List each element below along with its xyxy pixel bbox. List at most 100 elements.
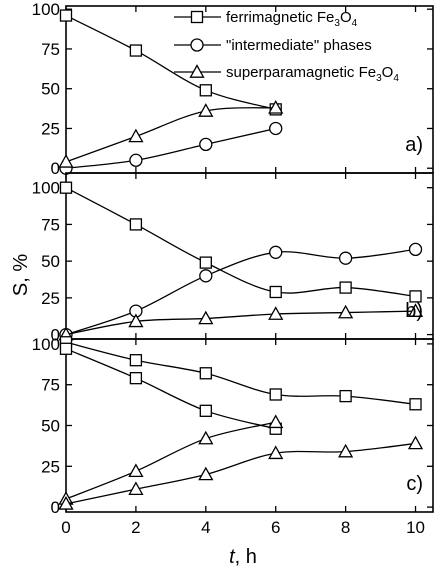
data-point xyxy=(128,481,144,496)
series-circle-1 xyxy=(59,121,283,175)
data-point xyxy=(409,290,422,303)
y-tick-label: 100 xyxy=(32,179,60,198)
plot-frame xyxy=(65,172,434,340)
x-tick-label: 10 xyxy=(406,518,425,537)
legend-label: superparamagnetic Fe3O4 xyxy=(226,64,399,84)
plot-frame xyxy=(65,338,434,513)
series-line xyxy=(65,248,416,336)
data-point xyxy=(409,398,422,411)
data-point xyxy=(407,435,424,450)
series-line xyxy=(65,421,276,500)
panel-label: b) xyxy=(405,300,423,322)
y-tick-label: 0 xyxy=(51,326,60,345)
data-point xyxy=(269,121,283,136)
series-triangle-3 xyxy=(58,435,424,510)
data-point xyxy=(269,388,282,401)
data-point xyxy=(129,354,143,367)
panel-b: 0 25 50 75 100 b) xyxy=(32,172,434,345)
legend-marker xyxy=(189,64,205,78)
data-point xyxy=(129,372,143,385)
data-point xyxy=(59,181,73,194)
data-point xyxy=(268,306,284,320)
panel-c: 0 25 50 75 100 0 2 4 6 8 10 c) xyxy=(32,335,434,537)
x-tick-label: 6 xyxy=(271,518,280,537)
plot-frame xyxy=(65,5,434,174)
data-point xyxy=(407,303,424,317)
x-axis-label: t, h xyxy=(229,546,257,568)
data-point xyxy=(408,242,423,257)
data-point xyxy=(338,251,353,265)
series-circle-1 xyxy=(59,242,423,342)
series-line xyxy=(65,187,416,298)
y-tick-label: 100 xyxy=(32,335,60,354)
y-tick-label: 50 xyxy=(41,252,60,271)
y-tick-label: 25 xyxy=(41,119,60,138)
legend-label: "intermediate" phases xyxy=(226,37,372,54)
y-tick-label: 75 xyxy=(41,376,60,395)
legend-entry-square: ferrimagnetic Fe3O4 xyxy=(174,9,358,29)
series-line xyxy=(65,107,276,163)
data-point xyxy=(59,342,73,355)
x-tick-label: 8 xyxy=(341,518,350,537)
series-line xyxy=(65,127,276,169)
series-square-1 xyxy=(59,342,282,435)
y-axis-label: S, % xyxy=(10,254,32,296)
data-point xyxy=(128,463,144,478)
data-point xyxy=(338,304,354,319)
series-line xyxy=(65,310,416,336)
series-triangle-2 xyxy=(58,99,284,168)
legend-marker xyxy=(190,10,204,24)
y-tick-label: 50 xyxy=(41,80,60,99)
legend-entry-triangle: superparamagnetic Fe3O4 xyxy=(174,64,399,84)
data-point xyxy=(268,414,284,429)
x-tick-label: 4 xyxy=(201,518,210,537)
data-point xyxy=(129,218,143,231)
data-point xyxy=(128,128,144,143)
y-tick-label: 0 xyxy=(51,498,60,517)
data-point xyxy=(128,313,144,328)
series-line xyxy=(65,442,416,505)
data-point xyxy=(198,466,214,481)
y-tick-label: 50 xyxy=(41,417,60,436)
data-point xyxy=(268,445,284,460)
data-point xyxy=(129,44,143,57)
y-tick-label: 25 xyxy=(41,289,60,308)
x-tick-label: 0 xyxy=(61,518,70,537)
y-tick-label: 0 xyxy=(51,159,60,178)
series-line xyxy=(65,341,416,405)
data-point xyxy=(268,99,284,114)
data-point xyxy=(199,84,212,97)
series-line xyxy=(65,14,276,111)
data-point xyxy=(198,430,214,445)
data-point xyxy=(199,256,212,269)
data-point xyxy=(269,285,282,299)
panel-a: 0 25 50 75 100 a) ferrimagnetic Fe3O4 "intermed… xyxy=(32,0,434,178)
y-tick-label: 75 xyxy=(41,215,60,234)
x-tick-label: 2 xyxy=(131,518,140,537)
y-tick-label: 25 xyxy=(41,457,60,476)
series-line xyxy=(65,348,276,430)
data-point xyxy=(269,245,283,259)
data-point xyxy=(199,404,212,417)
data-point xyxy=(198,310,214,325)
data-point xyxy=(339,281,352,294)
series-square-0 xyxy=(59,181,422,303)
series-triangle-2 xyxy=(58,303,424,341)
data-point xyxy=(199,367,212,380)
data-point xyxy=(338,443,354,458)
data-point xyxy=(58,496,74,510)
y-tick-label: 75 xyxy=(41,40,60,59)
x-axis-variable: t xyxy=(229,546,236,568)
series-square-0 xyxy=(59,336,422,411)
panel-label: a) xyxy=(405,134,423,156)
data-point xyxy=(339,389,352,403)
data-point xyxy=(58,154,74,168)
data-point xyxy=(59,9,73,22)
panel-label: c) xyxy=(406,473,423,495)
x-axis-unit: , h xyxy=(235,546,257,568)
data-point xyxy=(199,137,213,152)
legend: ferrimagnetic Fe3O4 "intermediate" phases… xyxy=(174,9,399,84)
data-point xyxy=(198,103,214,117)
